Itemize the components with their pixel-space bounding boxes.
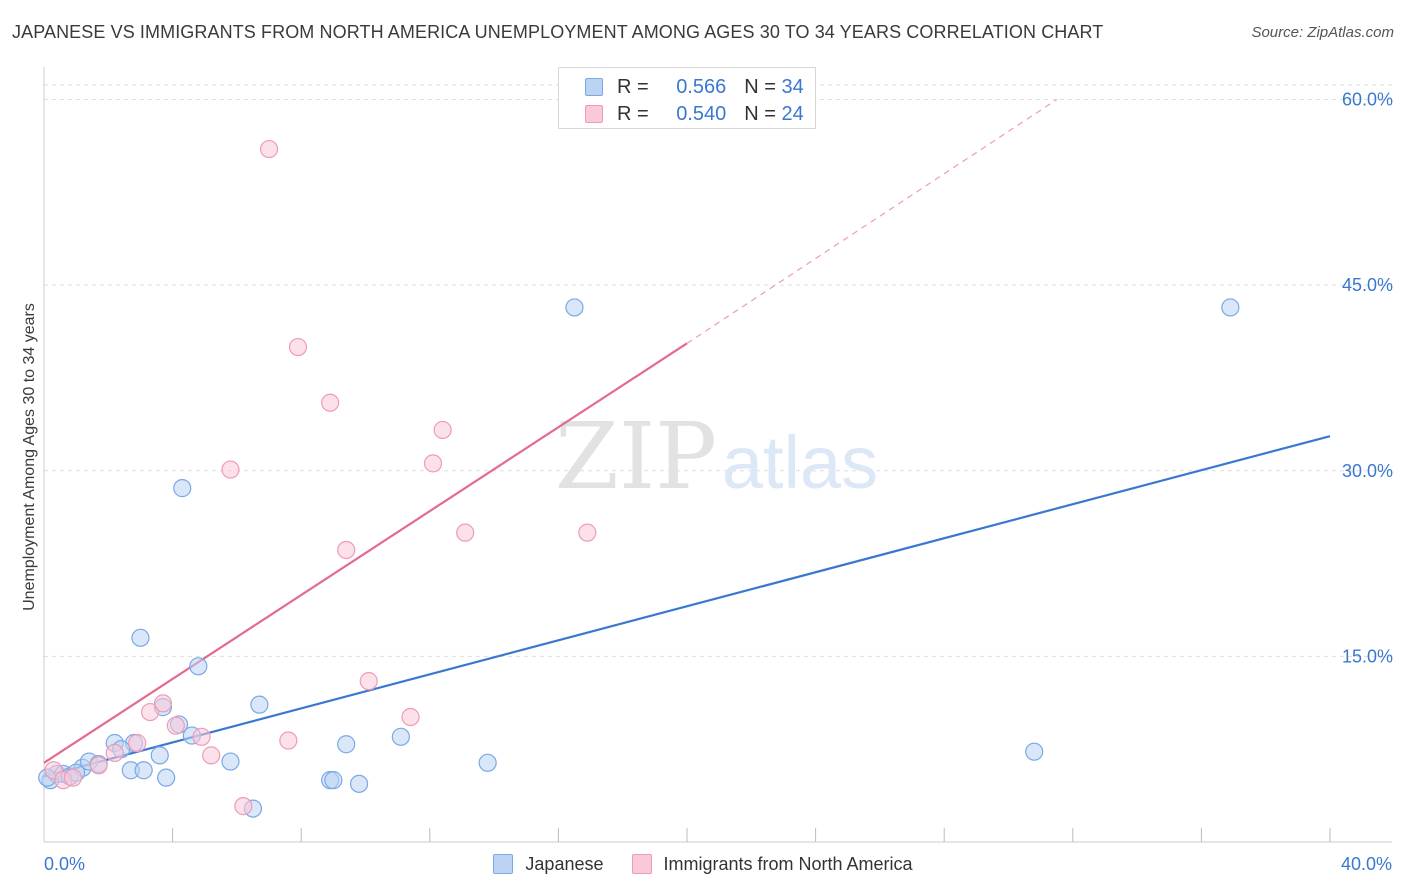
series-legend: Japanese Immigrants from North America <box>0 851 1406 877</box>
data-point-immigrants <box>456 523 475 542</box>
data-point-immigrants <box>153 694 173 713</box>
data-point-japanese <box>391 727 410 746</box>
trendline-japanese <box>43 435 1331 778</box>
legend-label-japanese: Japanese <box>525 853 604 874</box>
data-point-japanese <box>1025 742 1044 761</box>
data-point-japanese <box>173 479 192 498</box>
data-point-japanese <box>150 746 169 765</box>
data-point-immigrants <box>279 731 298 750</box>
data-point-japanese <box>324 771 343 790</box>
data-point-immigrants <box>321 393 340 412</box>
legend-swatch-japanese <box>493 854 514 874</box>
chart-title: JAPANESE VS IMMIGRANTS FROM NORTH AMERIC… <box>12 22 1104 42</box>
stats-legend: R = 0.566 N = 34 R = 0.540 N = 24 <box>558 67 816 129</box>
axis-layer <box>43 67 1392 843</box>
y-tick-label: 60.0% <box>1342 90 1393 110</box>
data-point-japanese <box>131 628 150 647</box>
y-tick-label: 45.0% <box>1342 275 1393 295</box>
n-value: 24 <box>781 102 804 125</box>
data-point-japanese <box>478 753 497 772</box>
r-value: 0.566 <box>676 75 727 98</box>
data-point-japanese <box>1221 298 1240 317</box>
data-point-japanese <box>189 657 208 676</box>
data-point-immigrants <box>259 139 279 159</box>
data-point-immigrants <box>337 540 356 560</box>
legend-label-immigrants: Immigrants from North America <box>663 853 913 874</box>
data-point-immigrants <box>578 523 597 542</box>
trend-layer <box>43 99 1331 778</box>
data-point-immigrants <box>221 460 240 479</box>
legend-swatch-immigrants <box>585 105 603 123</box>
watermark-zip: ZIP <box>555 403 717 510</box>
watermark-atlas: atlas <box>722 421 878 504</box>
watermark: ZIP atlas <box>555 403 878 510</box>
r-value: 0.540 <box>676 102 727 125</box>
data-point-immigrants <box>166 716 185 735</box>
data-point-japanese <box>250 695 269 714</box>
n-label: N = <box>744 75 776 98</box>
y-axis-label: Unemployment Among Ages 30 to 34 years <box>21 303 38 611</box>
r-label: R = <box>617 102 649 125</box>
data-point-immigrants <box>105 743 124 763</box>
data-point-immigrants <box>128 733 147 753</box>
x-tick-label: 40.0% <box>1341 854 1392 874</box>
source-label: Source: ZipAtlas.com <box>1251 24 1394 41</box>
data-point-immigrants <box>140 702 160 722</box>
data-point-immigrants <box>288 337 308 357</box>
data-point-immigrants <box>63 768 83 787</box>
data-point-japanese <box>157 768 176 787</box>
data-point-immigrants <box>359 672 378 691</box>
x-tick-label: 0.0% <box>44 854 85 874</box>
stats-legend-row-immigrants: R = 0.540 N = 24 <box>585 101 804 127</box>
trendline-immigrants <box>43 342 688 764</box>
n-label: N = <box>744 102 776 125</box>
legend-item-immigrants[interactable]: Immigrants from North America <box>631 853 913 875</box>
y-tick-label: 15.0% <box>1342 646 1393 666</box>
data-point-immigrants <box>202 746 221 765</box>
legend-swatch-immigrants <box>631 854 652 874</box>
data-point-japanese <box>134 761 153 780</box>
r-label: R = <box>617 75 649 98</box>
n-value: 34 <box>781 75 804 98</box>
data-point-immigrants <box>423 454 443 473</box>
y-tick-label: 30.0% <box>1342 461 1393 481</box>
data-point-immigrants <box>192 727 211 746</box>
points-layer <box>38 139 1240 818</box>
legend-swatch-japanese <box>585 78 603 96</box>
tick-label-layer: 15.0% 30.0% 45.0% 60.0% 0.0% 40.0% <box>44 90 1393 874</box>
legend-item-japanese[interactable]: Japanese <box>493 853 604 875</box>
data-point-immigrants <box>433 420 452 440</box>
stats-legend-row-japanese: R = 0.566 N = 34 <box>585 74 804 100</box>
trendline-immigrants-extension <box>686 99 1058 344</box>
data-point-japanese <box>221 752 240 771</box>
data-point-japanese <box>349 774 369 793</box>
grid-layer <box>44 84 1392 657</box>
data-point-japanese <box>565 298 584 317</box>
data-point-immigrants <box>234 797 253 816</box>
data-point-japanese <box>337 735 356 754</box>
data-point-immigrants <box>401 707 420 727</box>
data-point-immigrants <box>89 756 108 775</box>
